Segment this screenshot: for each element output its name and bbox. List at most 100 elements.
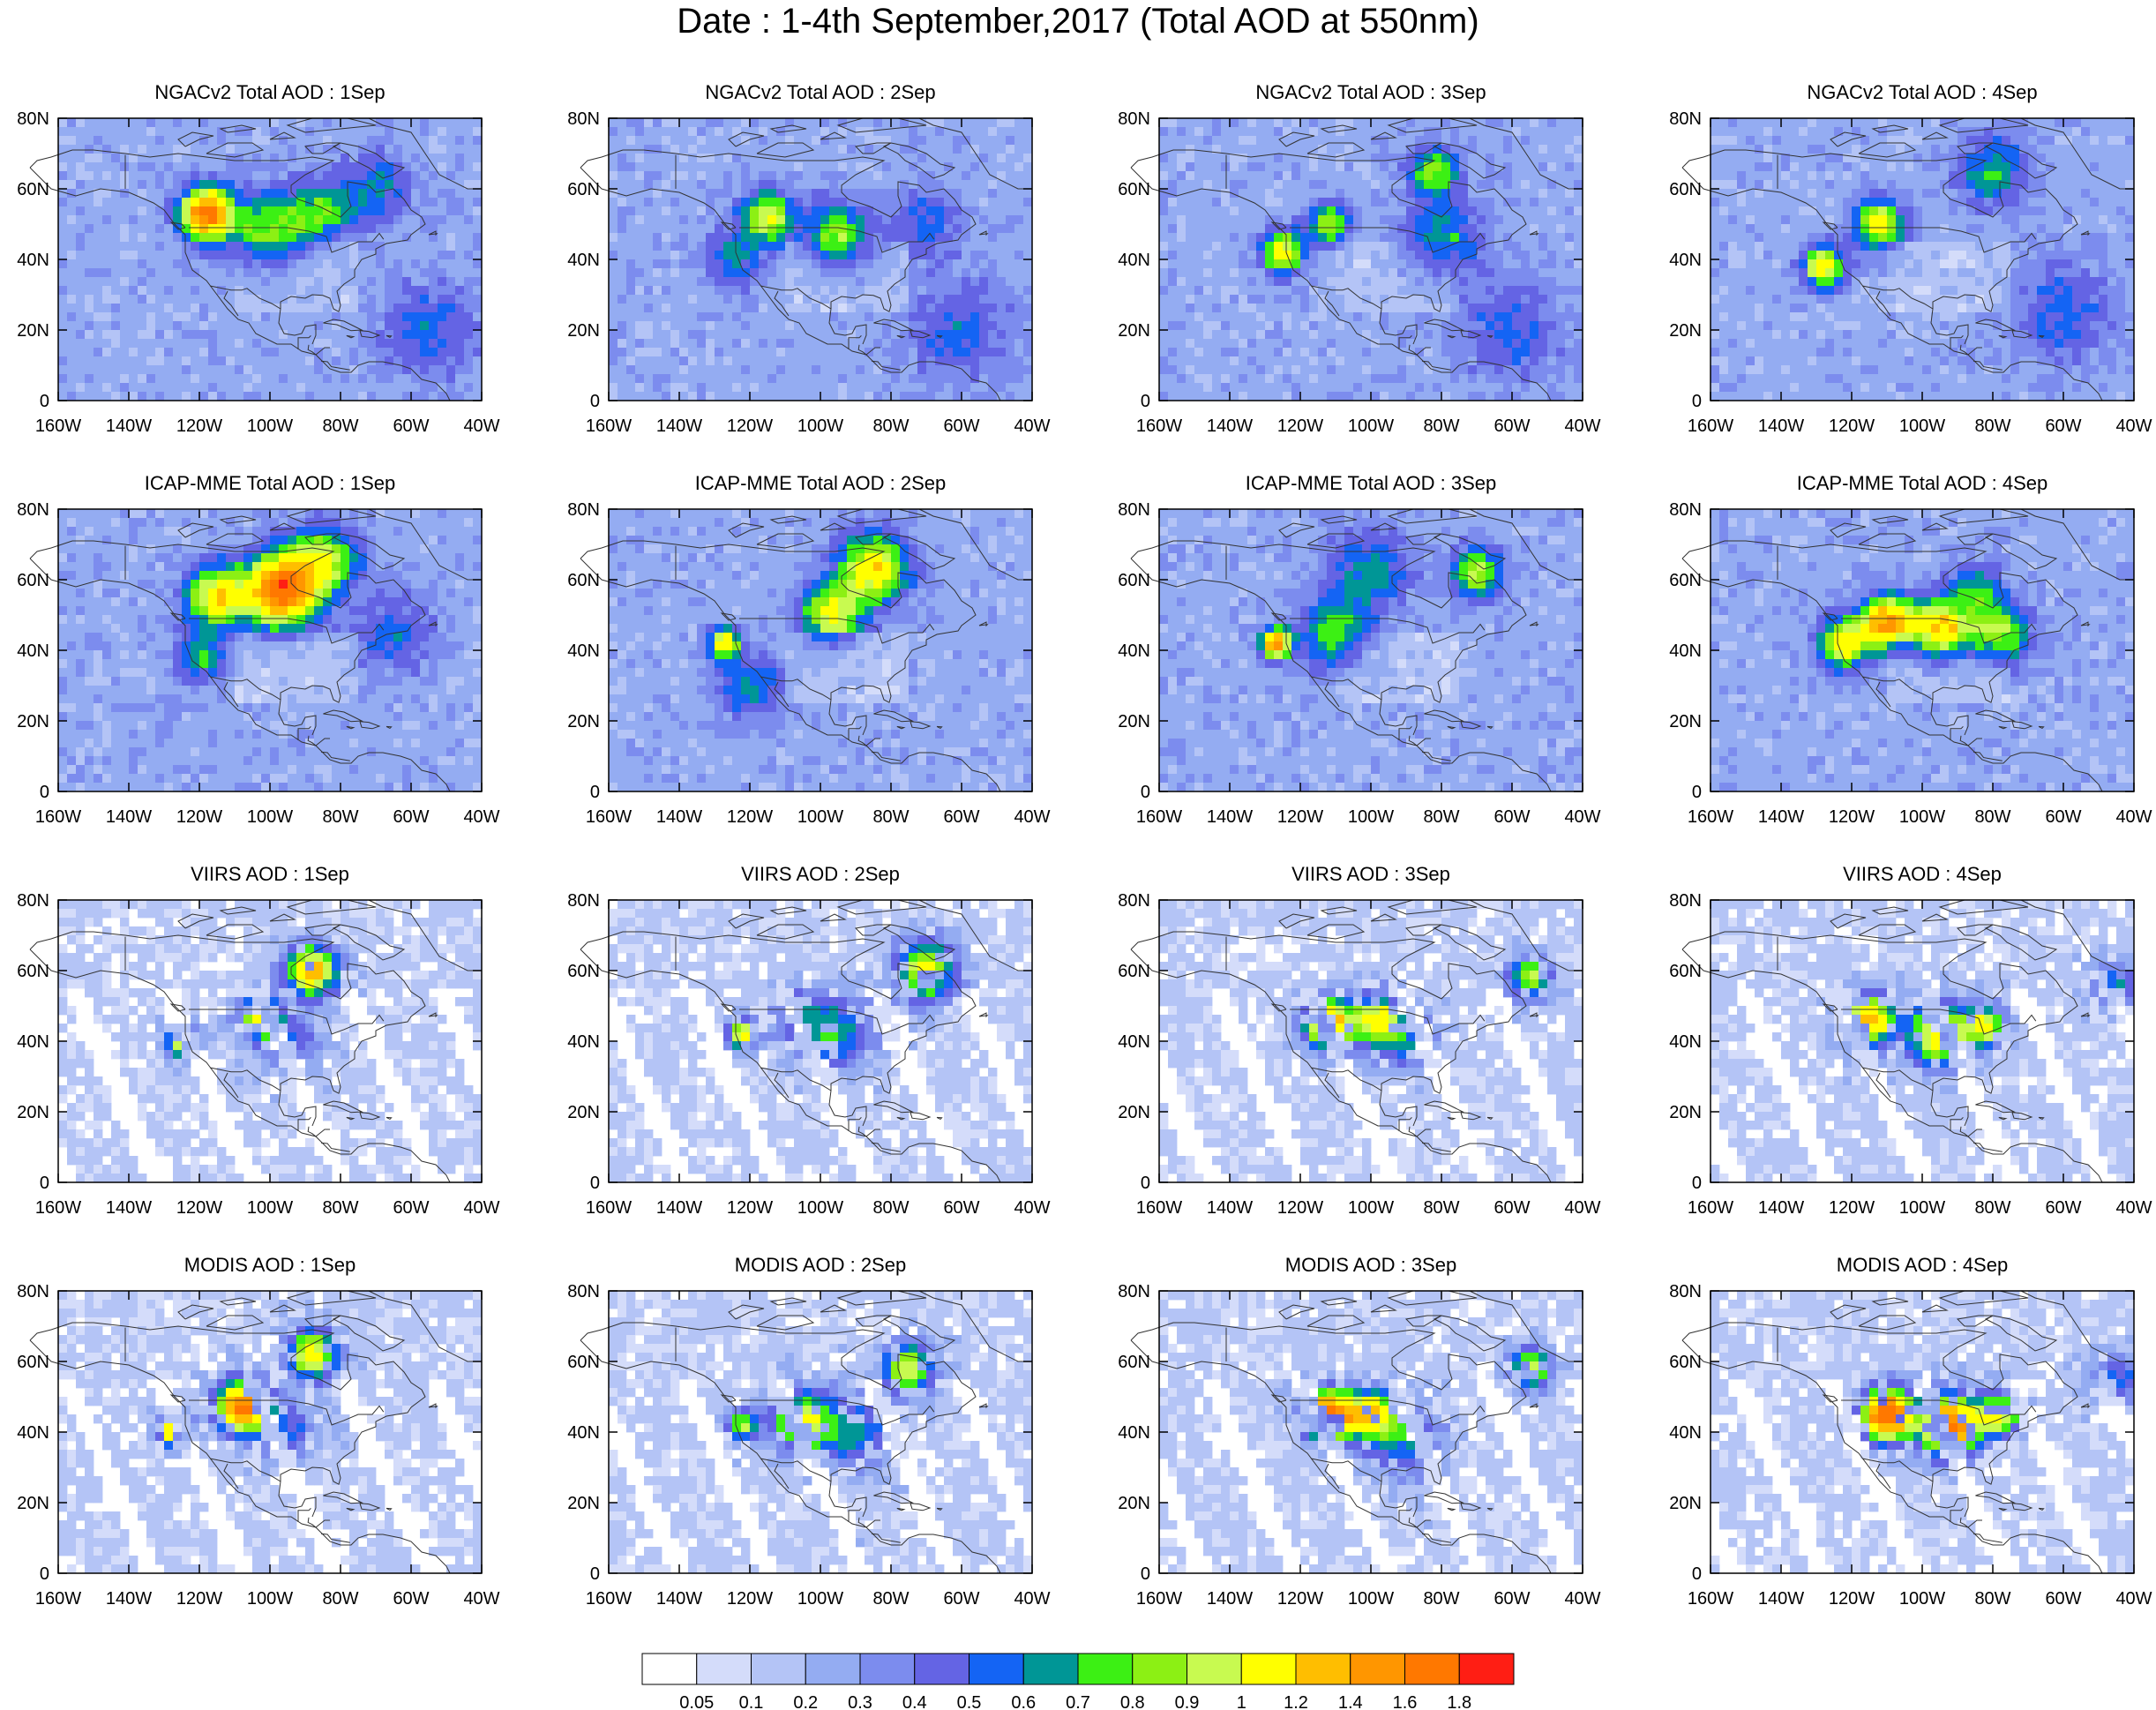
aod-cell [662,383,670,392]
aod-cell [323,383,332,392]
aod-cell [385,198,393,206]
aod-cell [393,374,402,383]
aod-cell [111,304,120,312]
aod-cell [653,268,662,277]
aod-cell [358,215,367,224]
aod-cell [393,268,402,277]
aod-cell [670,286,679,295]
aod-cell [376,180,385,189]
aod-cell [217,224,226,233]
aod-cell [376,145,385,154]
aod-cell [697,277,706,286]
aod-cell [644,339,653,348]
aod-cell [618,118,626,127]
aod-cell [438,277,446,286]
aod-cell [120,162,129,171]
aod-cell [314,268,323,277]
aod-cell [129,171,138,180]
aod-cell [635,242,644,251]
aod-cell [85,242,94,251]
aod-cell [706,215,715,224]
aod-cell [635,312,644,321]
aod-cell [697,286,706,295]
aod-cell [270,392,279,401]
aod-cell [358,242,367,251]
aod-cell [129,198,138,206]
aod-cell [111,136,120,145]
aod-cell [464,251,473,259]
aod-cell [288,321,296,330]
aod-cell [120,286,129,295]
aod-cell [270,233,279,242]
aod-cell [473,189,482,198]
aod-cell [455,145,464,154]
aod-cell [626,383,635,392]
aod-cell [164,277,173,286]
aod-cell [173,206,182,215]
aod-cell [191,392,199,401]
aod-cell [323,259,332,268]
aod-cell [138,206,146,215]
aod-cell [455,277,464,286]
aod-cell [67,330,76,339]
aod-cell [67,162,76,171]
aod-cell [261,312,270,321]
aod-cell [252,171,261,180]
aod-cell [182,295,191,304]
aod-cell [635,224,644,233]
aod-cell [644,304,653,312]
aod-cell [688,304,697,312]
aod-cell [438,304,446,312]
aod-cell [243,251,252,259]
aod-cell [129,330,138,339]
aod-cell [252,198,261,206]
aod-cell [111,330,120,339]
aod-cell [420,206,429,215]
aod-cell [679,215,688,224]
aod-cell [235,145,243,154]
aod-cell [111,127,120,136]
aod-cell [635,233,644,242]
aod-cell [706,145,715,154]
y-tick-label: 20N [17,321,49,341]
aod-cell [235,136,243,145]
aod-cell [226,198,235,206]
aod-cell [138,180,146,189]
aod-cell [146,304,155,312]
aod-cell [349,171,358,180]
aod-cell [182,383,191,392]
aod-cell [58,206,67,215]
aod-cell [341,171,349,180]
aod-cell [464,339,473,348]
aod-cell [129,286,138,295]
aod-cell [243,268,252,277]
aod-cell [191,277,199,286]
aod-cell [438,154,446,162]
aod-cell [208,312,217,321]
aod-cell [129,392,138,401]
aod-cell [323,206,332,215]
map-panel: 160W 140W 120W 100W 80W 60W 40W020N40N60N80N [567,109,1050,436]
aod-cell [85,136,94,145]
aod-cell [626,259,635,268]
aod-cell [129,215,138,224]
aod-cell [305,206,314,215]
aod-cell [67,171,76,180]
aod-cell [618,268,626,277]
aod-cell [332,180,341,189]
aod-cell [314,365,323,374]
aod-cell [644,286,653,295]
aod-cell [235,374,243,383]
aod-cell [455,348,464,356]
aod-cell [429,118,438,127]
aod-cell [323,189,332,198]
aod-cell [455,233,464,242]
aod-cell [367,312,376,321]
aod-cell [402,136,411,145]
aod-cell [252,242,261,251]
aod-cell [662,356,670,365]
aod-cell [182,268,191,277]
aod-cell [455,189,464,198]
aod-cell [402,383,411,392]
aod-cell [609,295,618,304]
